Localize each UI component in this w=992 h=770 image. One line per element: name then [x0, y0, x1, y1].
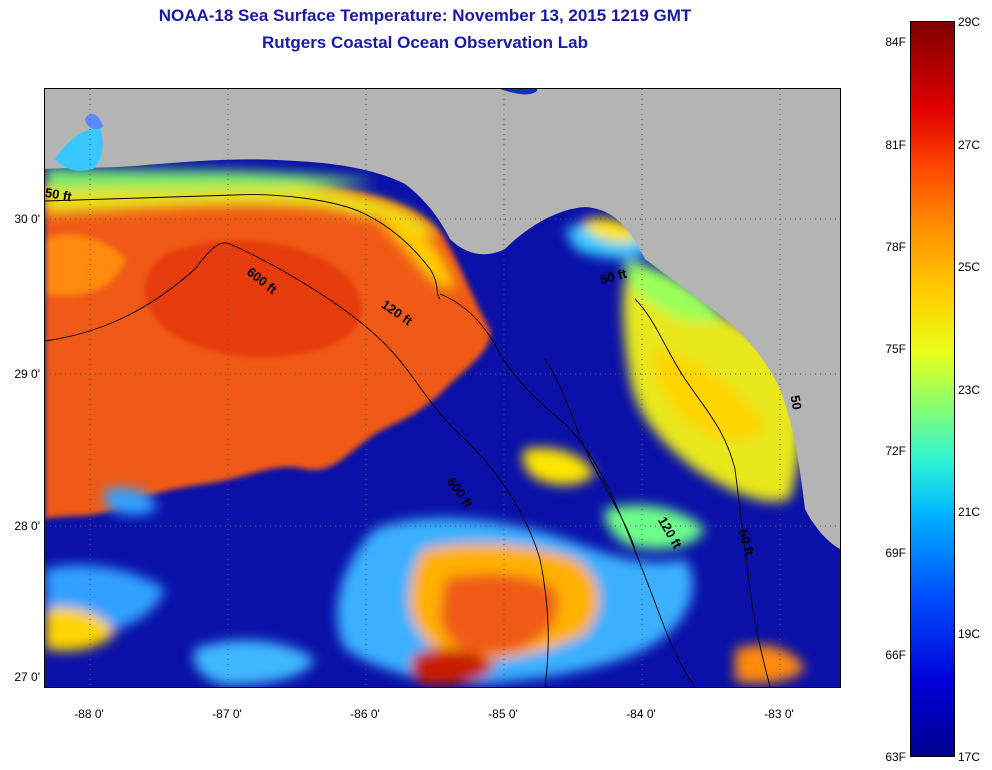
lon-label-88: -88 0' [74, 707, 104, 721]
colorbar-f-75: 75F [885, 342, 906, 356]
map-title: NOAA-18 Sea Surface Temperature: Novembe… [158, 6, 692, 25]
colorbar-c-21: 21C [958, 505, 981, 519]
contour-label-50-east: 50 [787, 394, 805, 411]
sst-map-image [45, 89, 840, 687]
map-subtitle: Rutgers Coastal Ocean Observation Lab [262, 33, 588, 52]
bay-water [55, 127, 103, 171]
lon-label-86: -86 0' [350, 707, 380, 721]
colorbar-c-25: 25C [958, 260, 981, 274]
lon-label-85: -85 0' [488, 707, 518, 721]
lat-label-28: 28 0' [14, 519, 40, 533]
colorbar-c-29: 29C [958, 15, 981, 29]
sst-map: 50 ft 600 ft 120 ft 50 ft 600 ft 120 ft … [44, 88, 841, 688]
lon-label-87: -87 0' [212, 707, 242, 721]
lat-label-29: 29 0' [14, 367, 40, 381]
colorbar-c-23: 23C [958, 383, 981, 397]
colorbar-c-19: 19C [958, 627, 981, 641]
colorbar-f-69: 69F [885, 546, 906, 560]
temperature-colorbar [910, 21, 955, 757]
lat-label-30: 30 0' [14, 212, 40, 226]
colorbar-c-17: 17C [958, 750, 981, 764]
land-region [45, 89, 840, 549]
lat-label-27: 27 0' [14, 670, 40, 684]
depth-contours [45, 194, 771, 687]
colorbar-f-66: 66F [885, 648, 906, 662]
lon-label-84: -84 0' [626, 707, 656, 721]
colorbar-f-72: 72F [885, 444, 906, 458]
colorbar-f-78: 78F [885, 240, 906, 254]
colorbar-c-27: 27C [958, 138, 981, 152]
colorbar-f-84: 84F [885, 35, 906, 49]
colorbar-f-63: 63F [885, 750, 906, 764]
lon-label-83: -83 0' [764, 707, 794, 721]
colorbar-f-81: 81F [885, 138, 906, 152]
